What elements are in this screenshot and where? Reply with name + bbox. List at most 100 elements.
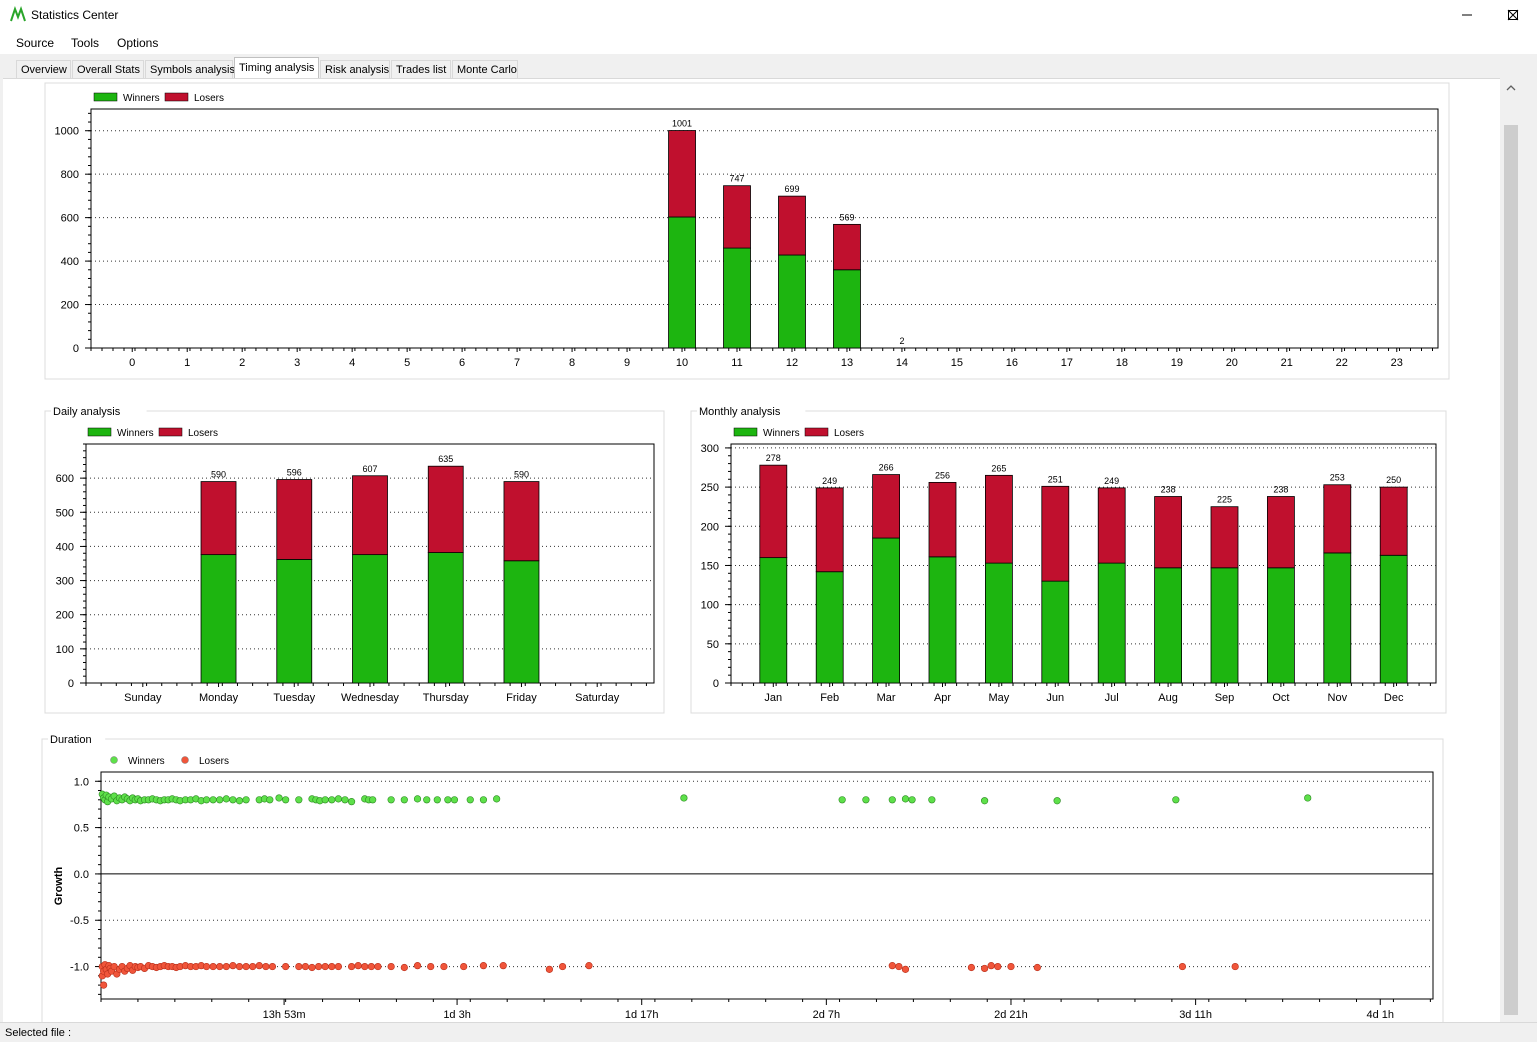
duration-point-loser [1007,962,1015,971]
duration-point-winner [321,796,329,804]
duration-point-loser [427,962,435,971]
monthly-y-tick-label: 300 [701,443,719,455]
duration-point-winner [282,796,290,804]
monthly-x-tick-label: Nov [1328,692,1348,704]
duration-point-winner [466,796,474,804]
monthly-data-label: 265 [991,463,1006,473]
duration-y-tick-label: 0.0 [74,869,89,881]
monthly-legend-swatch-0 [733,427,758,437]
daily-x-tick-label: Wednesday [341,692,399,704]
scroll-up-icon[interactable] [1506,84,1516,92]
maximize-icon [1508,10,1518,20]
duration-point-winner [295,796,303,804]
monthly-y-tick-label: 200 [701,521,719,533]
daily-bar-losers [352,475,388,556]
duration-point-loser [282,962,290,971]
monthly-group-title: Monthly analysis [699,406,781,418]
tab-symbols-analysis[interactable]: Symbols analysis [145,60,235,78]
monthly-data-label: 249 [1104,476,1119,486]
hourly-x-tick-label: 4 [349,357,355,369]
monthly-x-tick-label: Dec [1384,692,1404,704]
hourly-x-tick-label: 10 [676,357,688,369]
hourly-x-tick-label: 0 [129,357,135,369]
duration-point-winner [387,796,395,804]
tab-timing-analysis[interactable]: Timing analysis [234,57,319,79]
duration-point-winner [334,795,342,803]
monthly-bar-winners [985,562,1013,684]
menu-options[interactable]: Options [117,36,159,50]
daily-x-tick-label: Thursday [423,692,469,704]
menu-tools[interactable]: Tools [71,36,100,50]
duration-point-loser [222,962,230,971]
hourly-bar-winners [778,254,806,349]
daily-bar-losers [503,481,540,562]
daily-y-tick-label: 0 [68,678,74,690]
duration-point-loser [315,962,323,971]
duration-x-tick-label: 3d 11h [1179,1009,1212,1021]
monthly-x-tick-label: Apr [934,692,951,704]
duration-point-loser [268,962,277,971]
monthly-bar-winners [1210,567,1239,684]
duration-point-winner [1304,794,1312,802]
hourly-bar-losers [833,223,861,271]
duration-point-winner [369,796,377,804]
status-selected-file: Selected file : [5,1027,72,1039]
duration-point-loser [209,962,217,971]
timing-analysis-panel: Winners Losers 0 200 400 600 800 1000 0 1 2 3 4 5 6 7 8 9… [0,78,1500,1023]
hourly-x-tick-label: 2 [239,357,245,369]
tab-trades-list[interactable]: Trades list [391,60,451,78]
duration-group-title: Duration [50,734,92,746]
duration-point-winner [275,794,283,802]
hourly-y-tick-label: 200 [61,300,79,312]
monthly-data-label: 250 [1386,475,1401,485]
hourly-x-tick-label: 8 [569,357,575,369]
daily-data-label: 635 [438,454,453,464]
hourly-x-tick-label: 13 [841,357,853,369]
hourly-bar-losers [778,195,806,256]
monthly-plot-area [730,443,1437,684]
hourly-legend-swatch-1 [164,92,189,102]
minimize-button[interactable] [1444,0,1490,30]
duration-point-winner [479,796,488,804]
duration-point-winner [433,796,441,804]
duration-point-winner [400,796,408,804]
daily-data-label: 596 [287,468,302,478]
tab-risk-analysis[interactable]: Risk analysis [320,60,390,78]
duration-point-winner [1053,797,1061,805]
hourly-x-tick-label: 23 [1391,357,1403,369]
maximize-button[interactable] [1490,0,1536,30]
duration-point-loser [400,963,408,972]
duration-point-winner [928,796,936,804]
monthly-bar-losers [1323,484,1352,554]
monthly-legend-label-1: Losers [834,428,864,439]
hourly-x-tick-label: 18 [1116,357,1128,369]
duration-point-winner [347,798,356,806]
status-bar: Selected file : [0,1022,1537,1042]
duration-point-loser [585,962,593,970]
hourly-y-tick-label: 1000 [55,126,79,138]
hourly-group-frame [44,82,1450,380]
minimize-icon [1462,14,1472,16]
vertical-scrollbar[interactable] [1500,78,1537,1022]
duration-point-loser [1178,962,1187,971]
duration-point-winner [1172,796,1180,804]
duration-point-loser [987,962,995,970]
duration-group-frame [41,738,1444,1023]
daily-bar-winners [427,552,464,684]
hourly-bar-winners [723,247,751,349]
tab-overall-stats[interactable]: Overall Stats [72,60,144,78]
monthly-bar-losers [759,464,788,559]
monthly-bar-winners [872,537,900,684]
tab-monte-carlo[interactable]: Monte Carlo [452,60,518,78]
tab-overview[interactable]: Overview [16,60,71,78]
hourly-x-tick-label: 6 [459,357,465,369]
scrollbar-thumb[interactable] [1504,125,1518,1015]
monthly-bar-losers [1097,487,1126,564]
close-button[interactable] [1490,0,1536,30]
menu-source[interactable]: Source [16,36,55,50]
monthly-data-label: 238 [1273,485,1288,495]
hourly-x-tick-label: 3 [294,357,300,369]
daily-bar-winners [503,560,540,684]
duration-x-tick-label: 2d 21h [994,1009,1028,1021]
hourly-data-label: 747 [729,174,744,184]
